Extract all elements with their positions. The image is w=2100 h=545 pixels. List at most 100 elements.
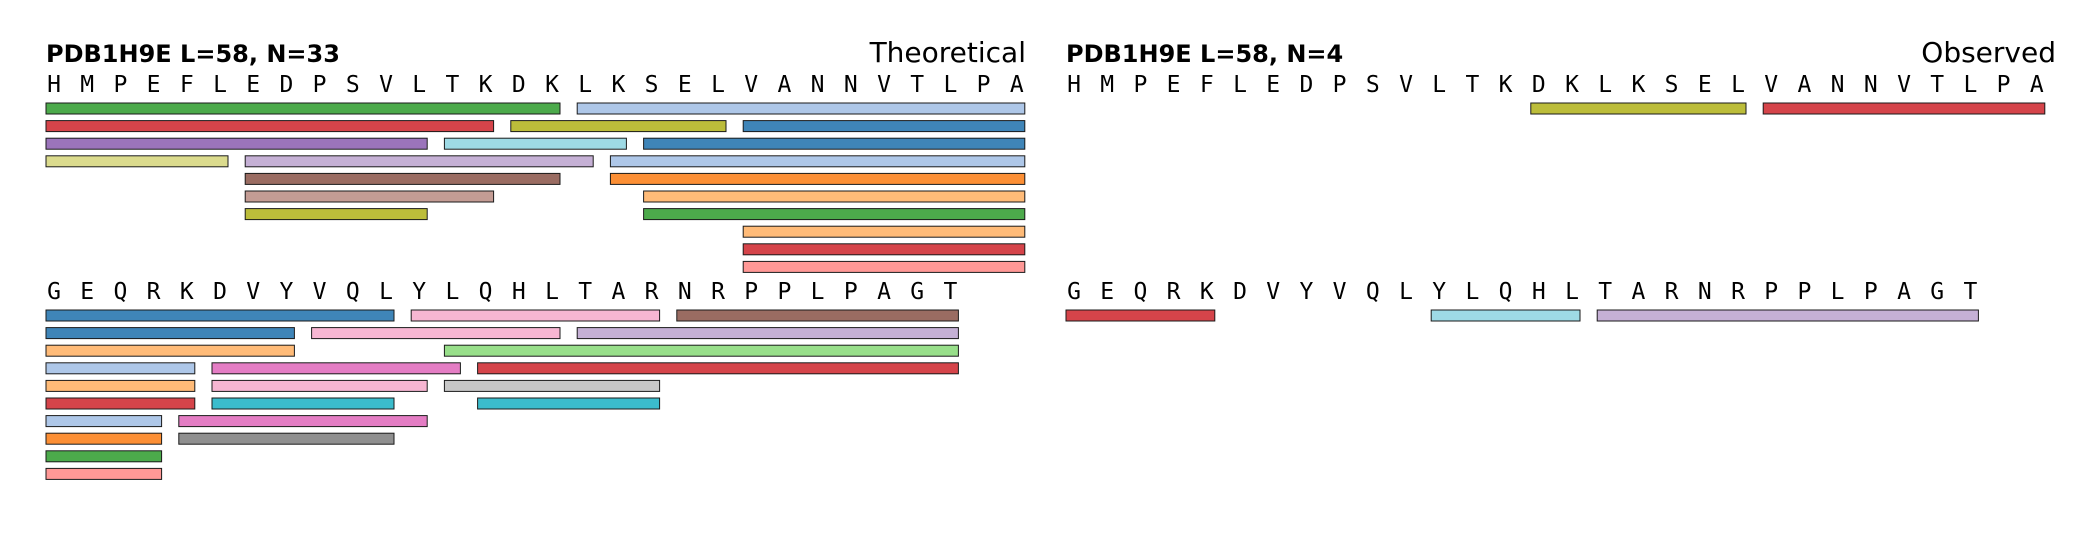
peptide-bar	[45, 120, 495, 133]
residue-letter: K	[1631, 72, 1645, 98]
peptide-bar	[211, 397, 395, 410]
residue-letter: T	[578, 279, 592, 305]
residue-letter: A	[1631, 279, 1645, 305]
peptide-bar	[742, 120, 1026, 133]
residue-letter: L	[213, 72, 227, 98]
residue-letter: D	[1299, 72, 1313, 98]
residue-letter: P	[977, 72, 991, 98]
peptide-bar	[1430, 309, 1581, 322]
residue-letter: F	[180, 72, 194, 98]
peptide-bar	[178, 432, 395, 445]
residue-letter: E	[1698, 72, 1712, 98]
residue-letter: V	[877, 72, 891, 98]
residue-letter: Q	[1133, 279, 1147, 305]
residue-letter: Q	[113, 279, 127, 305]
peptide-bar	[643, 208, 1026, 221]
peptide-bar	[477, 397, 661, 410]
peptide-bar	[576, 102, 1026, 115]
residue-letter: P	[1333, 72, 1347, 98]
residue-letter: M	[1100, 72, 1114, 98]
peptide-bar	[1596, 309, 1979, 322]
peptide-bar	[45, 155, 229, 168]
residue-letter: K	[1499, 72, 1513, 98]
residue-letter: L	[1465, 279, 1479, 305]
residue-letter: P	[1797, 279, 1811, 305]
residue-letter: V	[379, 72, 393, 98]
peptide-bar	[410, 309, 661, 322]
peptide-bar	[742, 260, 1026, 273]
residue-letter: N	[1831, 72, 1845, 98]
residue-letter: Y	[1432, 279, 1446, 305]
peptide-bar	[311, 327, 561, 340]
peptide-bar	[45, 379, 196, 392]
residue-letter: L	[1432, 72, 1446, 98]
residue-letter: Q	[479, 279, 493, 305]
residue-letter: P	[1864, 279, 1878, 305]
peptide-bar	[45, 432, 163, 445]
residue-letter: P	[844, 279, 858, 305]
residue-letter: V	[246, 279, 260, 305]
peptide-bar	[244, 155, 594, 168]
residue-letter: L	[1598, 72, 1612, 98]
panel-mode-label: Theoretical	[869, 36, 1026, 69]
residue-letter: L	[1565, 279, 1579, 305]
peptide-bar	[643, 190, 1026, 203]
peptide-bar	[45, 309, 395, 322]
residue-letter: P	[744, 279, 758, 305]
residue-letter: P	[777, 279, 791, 305]
residue-letter: S	[645, 72, 659, 98]
peptide-bar	[178, 415, 428, 428]
residue-letter: S	[1665, 72, 1679, 98]
residue-letter: K	[545, 72, 559, 98]
peptide-bar	[45, 137, 428, 150]
residue-letter: Q	[1499, 279, 1513, 305]
residue-letter: L	[445, 279, 459, 305]
residue-letter: R	[1167, 279, 1181, 305]
residue-letter: N	[1864, 72, 1878, 98]
residue-letter: V	[744, 72, 758, 98]
residue-letter: M	[80, 72, 94, 98]
peptide-bar	[742, 243, 1026, 256]
residue-letter: V	[313, 279, 327, 305]
peptide-bar	[609, 155, 1026, 168]
peptide-bar	[45, 362, 196, 375]
residue-letter: N	[811, 72, 825, 98]
residue-letter: E	[80, 279, 94, 305]
residue-letter: K	[479, 72, 493, 98]
residue-letter: E	[1167, 72, 1181, 98]
residue-letter: T	[1598, 279, 1612, 305]
peptide-bar	[244, 190, 495, 203]
residue-letter: Q	[1366, 279, 1380, 305]
residue-letter: A	[2030, 72, 2044, 98]
peptide-bar	[45, 327, 295, 340]
residue-letter: T	[910, 72, 924, 98]
peptide-bar	[443, 344, 959, 357]
residue-letter: L	[711, 72, 725, 98]
residue-letter: D	[1532, 72, 1546, 98]
residue-letter: S	[346, 72, 360, 98]
residue-letter: Y	[1299, 279, 1313, 305]
residue-letter: R	[147, 279, 161, 305]
peptide-bar	[609, 172, 1026, 185]
residue-letter: V	[1333, 279, 1347, 305]
peptide-bar	[676, 309, 959, 322]
peptide-bar	[244, 172, 561, 185]
residue-letter: T	[1465, 72, 1479, 98]
residue-letter: V	[1266, 279, 1280, 305]
peptide-bar	[510, 120, 727, 133]
residue-letter: A	[877, 279, 891, 305]
residue-letter: N	[1698, 279, 1712, 305]
residue-letter: R	[1665, 279, 1679, 305]
residue-letter: L	[379, 279, 393, 305]
peptide-bar	[576, 327, 959, 340]
peptide-bar	[211, 362, 461, 375]
residue-letter: L	[1831, 279, 1845, 305]
residue-letter: E	[246, 72, 260, 98]
residue-letter: A	[1010, 72, 1024, 98]
residue-letter: T	[943, 279, 957, 305]
